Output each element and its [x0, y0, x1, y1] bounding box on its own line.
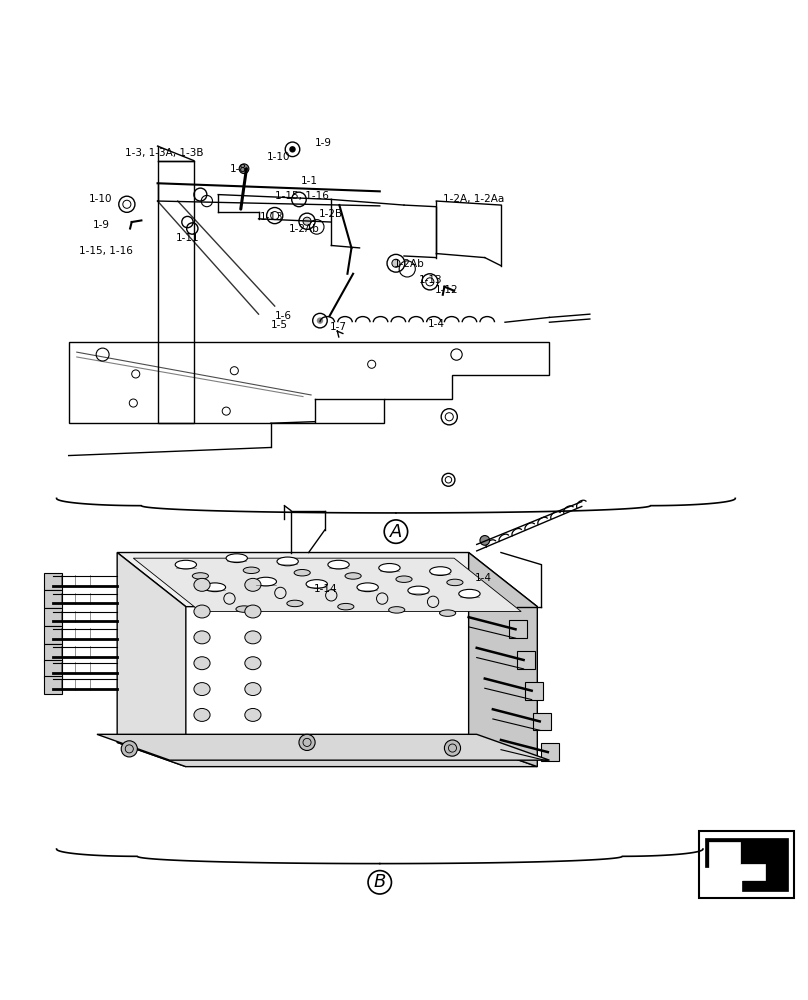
- Text: 1-11: 1-11: [176, 233, 200, 243]
- Ellipse shape: [408, 586, 429, 595]
- Ellipse shape: [194, 605, 210, 618]
- Polygon shape: [117, 742, 537, 767]
- Polygon shape: [133, 558, 521, 612]
- Text: 1-15, 1-16: 1-15, 1-16: [275, 191, 329, 201]
- Text: 1-4: 1-4: [475, 573, 492, 583]
- Ellipse shape: [447, 579, 463, 586]
- Text: 1-13: 1-13: [260, 212, 284, 222]
- Bar: [509, 620, 527, 638]
- Ellipse shape: [175, 560, 196, 569]
- Ellipse shape: [245, 657, 261, 670]
- Ellipse shape: [245, 605, 261, 618]
- Bar: [44, 660, 62, 678]
- Bar: [44, 590, 62, 608]
- Polygon shape: [117, 553, 537, 607]
- Text: A: A: [389, 523, 402, 541]
- Ellipse shape: [236, 606, 252, 612]
- Ellipse shape: [245, 631, 261, 644]
- Bar: [525, 682, 543, 700]
- Ellipse shape: [389, 607, 405, 613]
- Ellipse shape: [338, 603, 354, 610]
- Text: 1-2Ab: 1-2Ab: [394, 259, 425, 269]
- Ellipse shape: [440, 610, 456, 616]
- Text: 1-10: 1-10: [89, 194, 112, 204]
- Bar: [541, 743, 559, 761]
- Circle shape: [444, 740, 461, 756]
- Ellipse shape: [194, 631, 210, 644]
- Text: 1-5: 1-5: [271, 320, 288, 330]
- Text: 1-7: 1-7: [330, 322, 347, 332]
- Text: B: B: [373, 873, 386, 891]
- Text: 1-9: 1-9: [93, 220, 110, 230]
- Text: 1-3, 1-3A, 1-3B: 1-3, 1-3A, 1-3B: [125, 148, 204, 158]
- Bar: [44, 676, 62, 694]
- Text: 1-2Ab: 1-2Ab: [288, 224, 319, 234]
- Bar: [44, 644, 62, 662]
- Polygon shape: [705, 838, 788, 891]
- Ellipse shape: [255, 577, 276, 586]
- Text: 1-4: 1-4: [428, 319, 445, 329]
- Text: 1-2B: 1-2B: [319, 209, 343, 219]
- Ellipse shape: [243, 567, 259, 574]
- Ellipse shape: [345, 573, 361, 579]
- Text: 1-13: 1-13: [419, 275, 442, 285]
- Polygon shape: [469, 553, 537, 767]
- Text: 1-14: 1-14: [314, 584, 337, 594]
- Ellipse shape: [245, 578, 261, 591]
- Ellipse shape: [459, 589, 480, 598]
- Text: 1-9: 1-9: [315, 138, 332, 148]
- Ellipse shape: [192, 573, 208, 579]
- Ellipse shape: [277, 557, 298, 566]
- Polygon shape: [709, 842, 764, 887]
- Ellipse shape: [287, 600, 303, 607]
- Ellipse shape: [306, 580, 327, 588]
- Polygon shape: [739, 865, 763, 883]
- Bar: [44, 573, 62, 590]
- Ellipse shape: [357, 583, 378, 592]
- Circle shape: [480, 536, 490, 545]
- Ellipse shape: [245, 683, 261, 696]
- Bar: [533, 713, 551, 730]
- Ellipse shape: [328, 560, 349, 569]
- Polygon shape: [97, 734, 549, 760]
- Ellipse shape: [204, 583, 225, 592]
- Circle shape: [239, 164, 249, 174]
- Ellipse shape: [294, 569, 310, 576]
- Ellipse shape: [379, 564, 400, 572]
- Bar: [517, 651, 535, 669]
- Circle shape: [317, 317, 323, 324]
- Circle shape: [392, 259, 400, 267]
- Ellipse shape: [194, 683, 210, 696]
- Ellipse shape: [226, 554, 247, 563]
- Text: 1-8: 1-8: [230, 164, 247, 174]
- Circle shape: [121, 741, 137, 757]
- Circle shape: [289, 146, 296, 153]
- Bar: [44, 626, 62, 644]
- Text: 1-15, 1-16: 1-15, 1-16: [79, 246, 133, 256]
- Bar: [699, 831, 794, 898]
- Text: 1-12: 1-12: [435, 285, 458, 295]
- Ellipse shape: [194, 708, 210, 721]
- Circle shape: [299, 734, 315, 750]
- Ellipse shape: [194, 578, 210, 591]
- Bar: [44, 608, 62, 626]
- Circle shape: [303, 217, 311, 225]
- Text: 1-6: 1-6: [275, 311, 292, 321]
- Text: 1-2A, 1-2Aa: 1-2A, 1-2Aa: [443, 194, 504, 204]
- Text: 1-10: 1-10: [267, 152, 290, 162]
- Ellipse shape: [396, 576, 412, 582]
- Polygon shape: [117, 553, 186, 767]
- Ellipse shape: [245, 708, 261, 721]
- Text: 1-1: 1-1: [301, 176, 318, 186]
- Ellipse shape: [194, 657, 210, 670]
- Ellipse shape: [430, 567, 451, 575]
